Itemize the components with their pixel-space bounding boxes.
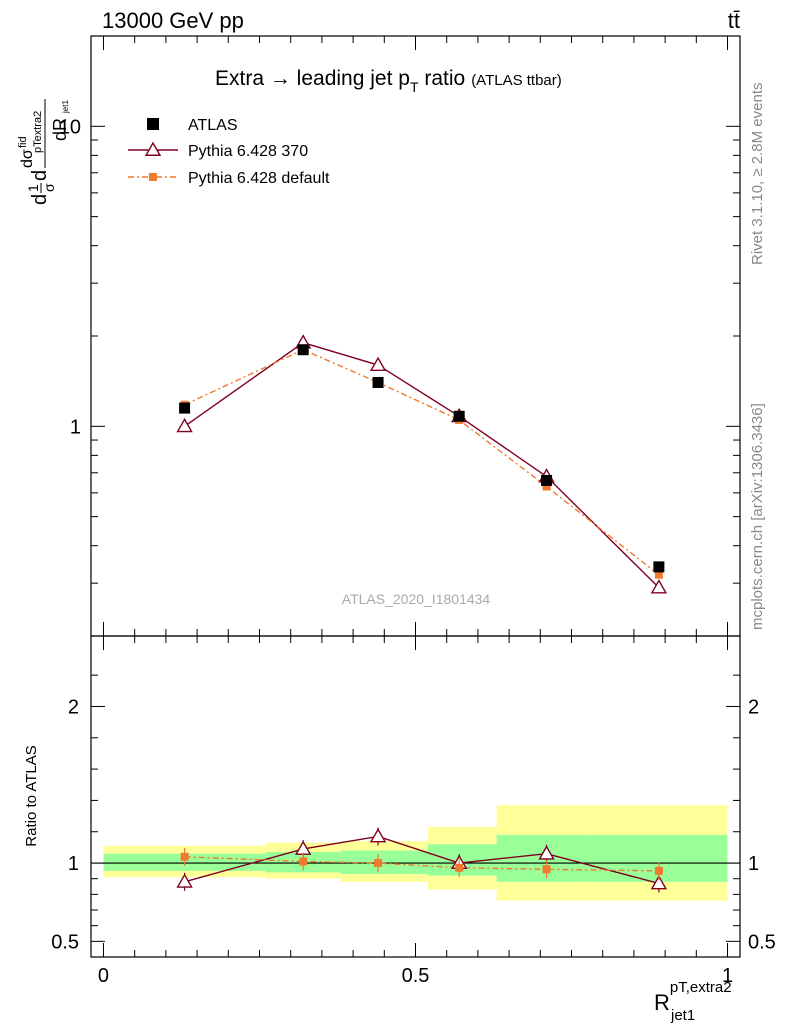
main-y-axis-label: d 1 σ d dσ fid pTextra2 dR jet1 — [17, 99, 70, 205]
data-point-0 — [179, 402, 191, 414]
chart-title: Extra → leading jet pT ratio (ATLAS ttbar… — [215, 67, 562, 95]
legend-label: Pythia 6.428 default — [188, 170, 330, 187]
data-point-2 — [542, 482, 551, 491]
ratio-point-1 — [455, 863, 464, 872]
main-plot-panel: 1 10 — [59, 35, 741, 637]
ratio-point-0 — [176, 873, 193, 888]
ratio-y-tick-label: 0.5 — [51, 931, 79, 953]
ratio-tick-marks: 0.5 0.5 1 1 2 2 0 0.5 1 — [51, 636, 776, 987]
ratio-y-tick-label: 2 — [68, 696, 79, 718]
data-point-2 — [654, 570, 663, 579]
main-tick-marks: 1 10 — [59, 35, 740, 637]
x-tick-label: 1 — [722, 965, 733, 987]
rivet-label: Rivet 3.1.10, ≥ 2.8M events — [749, 83, 766, 266]
series-line-1 — [184, 341, 660, 589]
data-point-0 — [297, 344, 309, 356]
svg-text:σ: σ — [41, 183, 57, 192]
ratio-point-1 — [654, 866, 663, 875]
ratio-point-1 — [180, 852, 189, 861]
ratio-point-0 — [650, 874, 668, 890]
ratio-y-tick-label-right: 1 — [748, 853, 759, 875]
ratio-plot-panel: 0.5 0.5 1 1 2 2 0 0.5 1 — [51, 635, 776, 987]
ratio-y-tick-label-right: 2 — [748, 696, 759, 718]
ratio-y-tick-label: 1 — [68, 853, 79, 875]
ratio-y-tick-label-right: 0.5 — [748, 931, 776, 953]
ratio-point-1 — [542, 865, 551, 874]
legend-marker — [144, 141, 162, 156]
ratio-point-0 — [369, 828, 387, 843]
svg-text:d: d — [29, 170, 51, 181]
data-point-0 — [372, 376, 384, 388]
data-point-0 — [653, 561, 665, 573]
ratio-point-0 — [538, 845, 555, 860]
main-series-group — [176, 334, 668, 594]
ratio-band-green — [340, 850, 428, 875]
series-line-2 — [184, 348, 660, 576]
ratio-series-group — [176, 827, 668, 893]
data-point-0 — [453, 410, 465, 422]
data-point-1 — [650, 579, 668, 594]
svg-text:jet1: jet1 — [61, 100, 70, 114]
energy-label: 13000 GeV pp — [102, 8, 244, 33]
process-label: tt̄ — [728, 8, 740, 33]
svg-text:1: 1 — [25, 184, 41, 192]
data-point-0 — [541, 474, 553, 486]
analysis-watermark: ATLAS_2020_I1801434 — [342, 591, 491, 607]
x-tick-label: 0.5 — [402, 965, 430, 987]
legend-marker — [147, 118, 159, 130]
ratio-y-axis-label: Ratio to ATLAS — [23, 745, 40, 846]
svg-text:d: d — [29, 194, 51, 205]
ratio-series-line-1 — [184, 856, 659, 872]
legend: ATLAS Pythia 6.428 370 Pythia 6.428 defaul… — [128, 117, 330, 187]
x-tick-label: 0 — [98, 965, 109, 987]
mcplots-label: mcplots.cern.ch [arXiv:1306.3436] — [749, 403, 766, 630]
legend-marker — [149, 173, 157, 181]
main-y-tick-label: 1 — [70, 416, 81, 438]
data-point-1 — [176, 417, 193, 433]
ratio-series-line-0 — [184, 835, 660, 885]
ratio-uncertainty-bands — [103, 805, 728, 901]
data-point-1 — [369, 356, 387, 372]
main-y-tick-label: 10 — [59, 116, 81, 138]
x-axis-label: RpT,extra2 jet1 — [654, 979, 732, 1024]
svg-text:dσ: dσ — [19, 149, 36, 168]
legend-label: Pythia 6.428 370 — [188, 143, 308, 160]
ratio-plot-frame — [90, 635, 741, 958]
ratio-point-1 — [299, 857, 308, 866]
legend-label: ATLAS — [188, 117, 238, 134]
svg-text:pTextra2: pTextra2 — [32, 111, 44, 153]
svg-text:dR: dR — [50, 118, 70, 141]
svg-text:fid: fid — [17, 136, 29, 148]
ratio-point-1 — [374, 859, 383, 868]
